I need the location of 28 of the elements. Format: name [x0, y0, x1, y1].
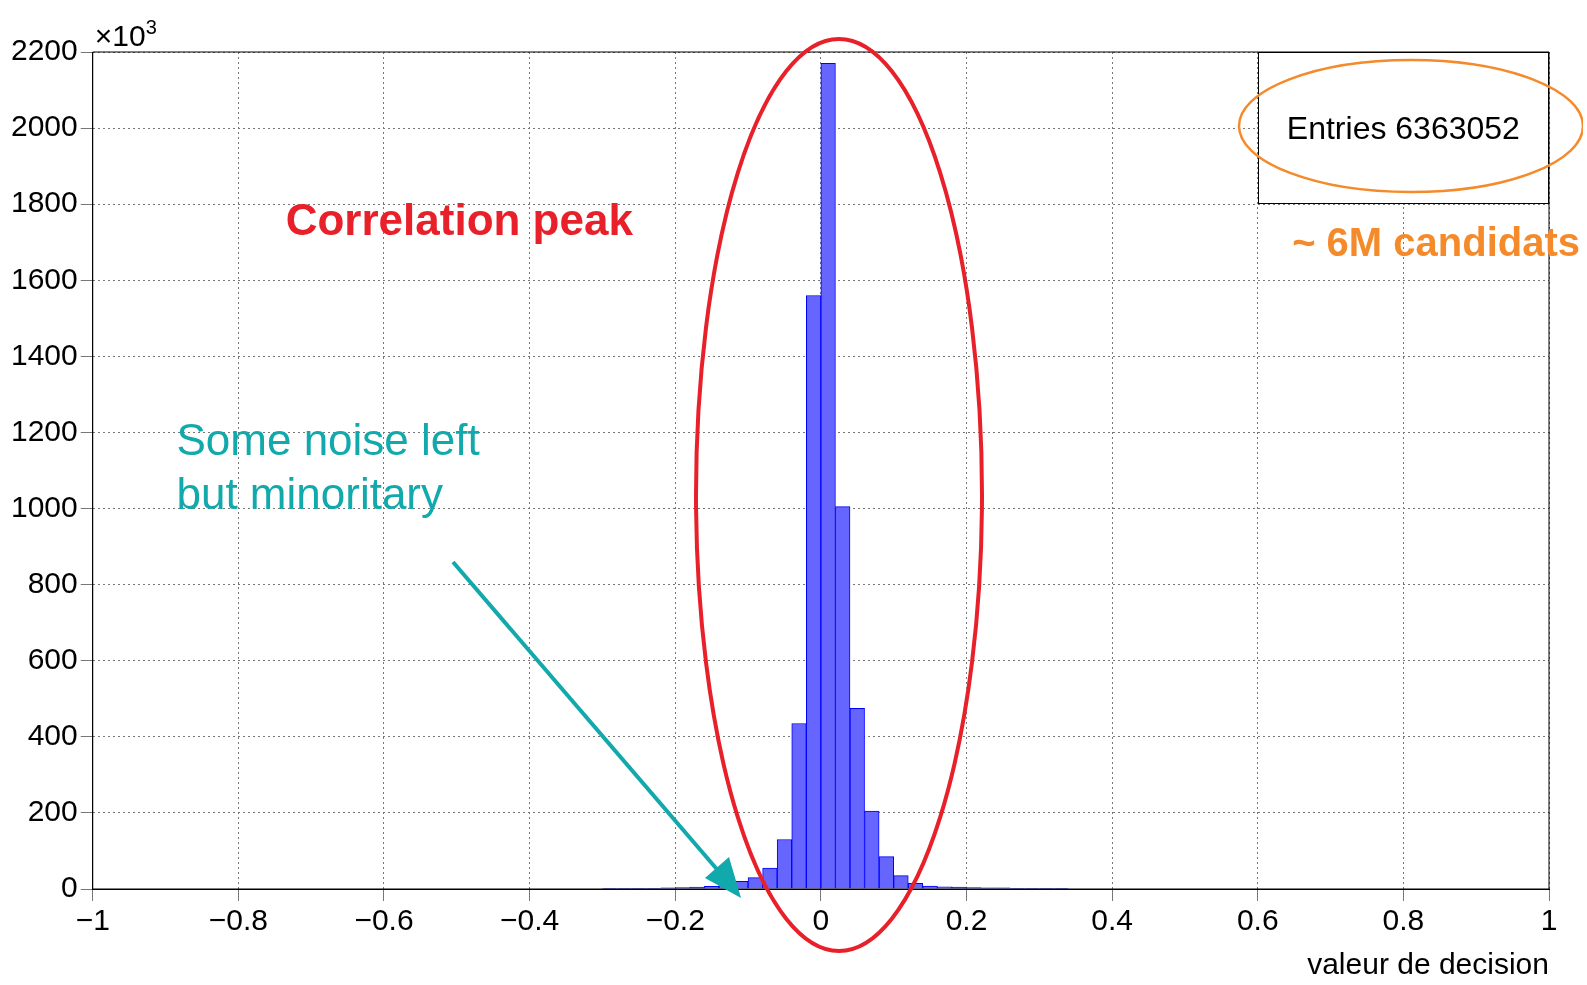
- y-tick-label: 0: [61, 870, 78, 904]
- y-tick-label: 1000: [10, 489, 78, 523]
- y-tick-label: 2200: [10, 33, 78, 67]
- y-tick-label: 800: [27, 565, 78, 599]
- text-box: Entries 6363052: [1257, 52, 1549, 205]
- x-tick-label: 0.2: [945, 903, 988, 937]
- annotation: Some noise left but minoritary: [176, 415, 480, 519]
- y-tick-label: 600: [27, 641, 78, 675]
- y-tick-label: 1600: [10, 261, 78, 295]
- x-tick-label: −0.4: [500, 903, 560, 937]
- x-tick-label: −0.6: [354, 903, 414, 937]
- x-tick-label: 0: [812, 903, 830, 937]
- annotation: Entries 6363052: [1286, 109, 1520, 147]
- x-tick-label: 0.6: [1236, 903, 1279, 937]
- x-axis-title: valeur de decision: [1307, 947, 1549, 981]
- x-tick-label: 0.4: [1091, 903, 1133, 937]
- x-tick-label: −0.2: [645, 903, 705, 937]
- y-tick-label: 200: [27, 794, 78, 828]
- x-tick-label: 0.8: [1382, 903, 1425, 937]
- x-tick-label: −0.8: [208, 903, 268, 937]
- x-tick-label: −1: [75, 903, 110, 937]
- x-tick-label: 1: [1540, 903, 1558, 937]
- annotation: Correlation peak: [285, 194, 634, 244]
- y-tick-label: 400: [27, 718, 78, 752]
- y-tick-label: 1800: [10, 185, 78, 219]
- y-tick-label: 1200: [10, 413, 78, 447]
- y-tick-label: 2000: [10, 109, 78, 143]
- y-tick-label: 1400: [10, 337, 78, 371]
